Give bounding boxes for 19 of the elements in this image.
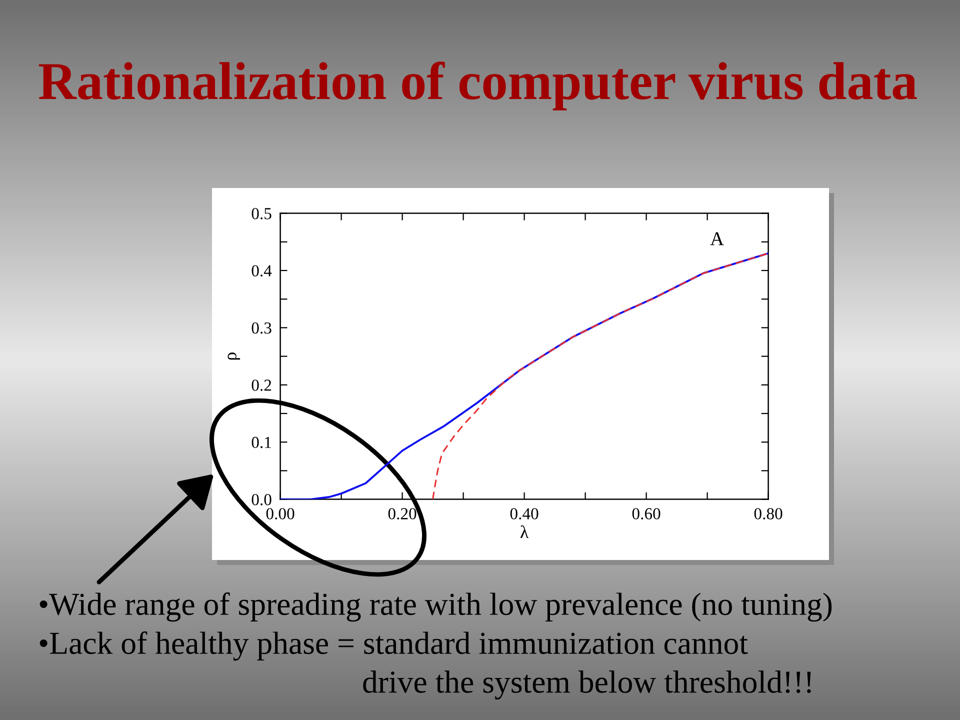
y-tick-label: 0.1 [252,436,271,448]
text: drive the system below threshold!!! [363,670,811,700]
x-tick-label: 0.20 [388,508,416,520]
y-tick-label: 0.3 [252,322,272,334]
y-tick-label: 0.0 [252,494,272,506]
x-tick-label: 0.00 [266,508,294,520]
y-tick-label: 0.4 [252,265,272,277]
x-axis-title: λ [520,525,529,538]
text: •Lack of healthy phase = standard immunization cannot [40,631,748,661]
x-tick-label: 0.80 [754,508,782,520]
chart-title: Rationalization of computer virus data [38,62,917,110]
annotation: A [710,232,724,246]
x-tick-label: 0.60 [632,508,660,520]
y-axis-title: ρ [228,352,240,360]
line-series [432,252,768,500]
y-tick-label: 0.5 [252,208,272,220]
x-tick-label: 0.40 [510,508,538,520]
y-tick-label: 0.2 [252,380,272,391]
text: •Wide range of spreading rate with low prevalence (no tuning) [40,592,832,622]
